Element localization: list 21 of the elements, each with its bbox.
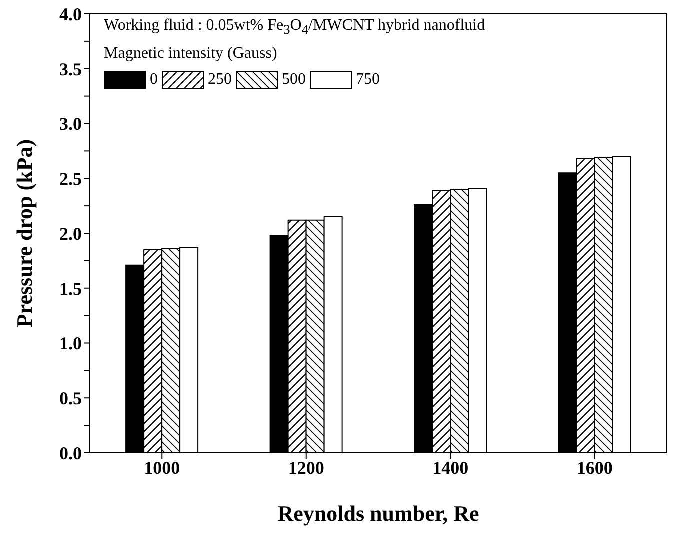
y-tick-label: 4.0	[60, 4, 82, 24]
x-axis-title: Reynolds number, Re	[278, 501, 480, 526]
x-tick-label: 1400	[432, 458, 469, 478]
y-tick-label: 2.5	[60, 169, 82, 190]
legend-label: 500	[282, 70, 306, 90]
y-tick-label: 2.0	[60, 224, 82, 244]
y-axis-title: Pressure drop (kPa)	[12, 139, 37, 328]
legend-title: Magnetic intensity (Gauss)	[104, 44, 278, 64]
y-tick-label: 3.5	[60, 59, 82, 80]
legend-label: 250	[208, 70, 232, 90]
y-tick-label: 3.0	[60, 114, 82, 134]
annotation: Working fluid : 0.05wt% Fe$_{3}$O$_{4}$/MWCNT hybrid nanofluid	[104, 16, 486, 40]
legend-label: 750	[356, 70, 380, 90]
x-tick-label: 1600	[576, 458, 613, 478]
y-tick-label: 1.0	[60, 334, 82, 354]
y-tick-label: 1.5	[60, 278, 82, 299]
y-tick-label: 0.5	[60, 388, 82, 409]
legend-label: 0	[150, 70, 158, 90]
x-tick-label: 1200	[288, 458, 324, 478]
x-tick-label: 1000	[144, 458, 180, 478]
y-tick-label: 0.0	[60, 443, 82, 464]
